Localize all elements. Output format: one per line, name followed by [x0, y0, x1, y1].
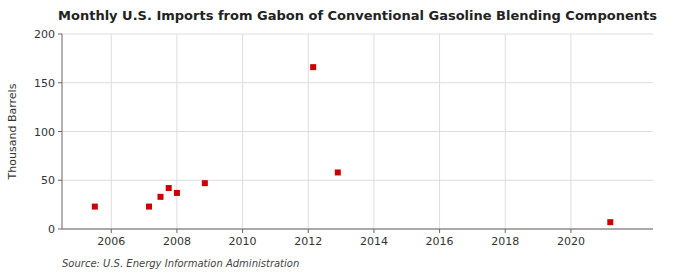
point	[166, 185, 172, 191]
point	[92, 204, 98, 210]
source-note: Source: U.S. Energy Information Administ…	[62, 258, 299, 269]
point	[335, 169, 341, 175]
point	[202, 180, 208, 186]
x-tick	[505, 229, 506, 233]
y-grid-line	[62, 180, 653, 181]
x-tick-label: 2012	[294, 235, 322, 248]
x-tick	[439, 229, 440, 233]
x-grid-line	[176, 34, 177, 229]
y-tick-label: 100	[34, 126, 55, 139]
y-grid-line	[62, 131, 653, 132]
x-tick-label: 2006	[97, 235, 125, 248]
x-tick	[176, 229, 177, 233]
y-grid-line	[62, 229, 653, 230]
y-tick	[58, 229, 62, 230]
y-tick	[58, 34, 62, 35]
point	[158, 194, 164, 200]
y-tick-label: 50	[41, 174, 55, 187]
y-grid-line	[62, 82, 653, 83]
x-tick-label: 2010	[229, 235, 257, 248]
x-tick	[570, 229, 571, 233]
x-grid-line	[505, 34, 506, 229]
point	[607, 219, 613, 225]
y-grid-line	[62, 34, 653, 35]
x-grid-line	[308, 34, 309, 229]
point	[310, 64, 316, 70]
x-tick	[373, 229, 374, 233]
y-tick	[58, 131, 62, 132]
x-grid-line	[111, 34, 112, 229]
points	[92, 64, 613, 225]
x-tick-label: 2018	[491, 235, 519, 248]
x-axis-line	[62, 229, 653, 230]
axes: 2006 2008 2010 2012 2014 2016 2018 2020 0 50 100 15…	[34, 28, 585, 248]
y-tick-label: 200	[34, 28, 55, 41]
y-axis-label: Thousand Barrels	[6, 83, 19, 180]
x-tick-label: 2020	[557, 235, 585, 248]
y-tick-label: 150	[34, 77, 55, 90]
chart-svg: 2006 2008 2010 2012 2014 2016 2018 2020 0 50 100 15…	[0, 0, 675, 275]
point	[174, 190, 180, 196]
x-grid-line	[439, 34, 440, 229]
x-grid-line	[570, 34, 571, 229]
x-tick	[111, 229, 112, 233]
y-tick	[58, 82, 62, 83]
x-tick-label: 2014	[360, 235, 388, 248]
title: Monthly U.S. Imports from Gabon of Conve…	[58, 8, 657, 23]
point	[146, 204, 152, 210]
y-tick-label: 0	[48, 223, 55, 236]
x-tick	[242, 229, 243, 233]
x-grid-line	[373, 34, 374, 229]
x-tick-label: 2016	[426, 235, 454, 248]
x-tick-label: 2008	[163, 235, 191, 248]
x-grid-line	[242, 34, 243, 229]
y-tick	[58, 180, 62, 181]
grid	[62, 34, 653, 229]
chart-container: 2006 2008 2010 2012 2014 2016 2018 2020 0 50 100 15…	[0, 0, 675, 275]
x-tick	[308, 229, 309, 233]
